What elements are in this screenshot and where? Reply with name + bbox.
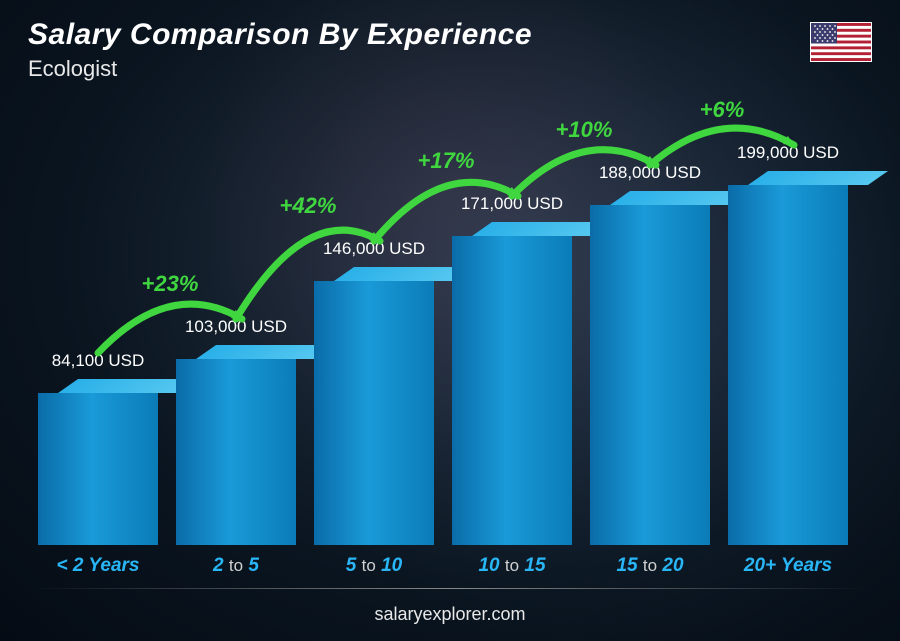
bar-slot: 199,000 USD [728, 100, 848, 545]
footer-divider [30, 588, 870, 589]
salary-bar: 199,000 USD [728, 185, 848, 545]
bar-slot: 188,000 USD [590, 100, 710, 545]
footer-text: salaryexplorer.com [0, 604, 900, 625]
us-flag-icon [810, 22, 872, 62]
bar-value-label: 171,000 USD [461, 194, 563, 214]
x-axis-label: 2 to 5 [176, 555, 296, 577]
x-axis-label: < 2 Years [38, 555, 158, 577]
salary-bar: 103,000 USD [176, 359, 296, 545]
bar-value-label: 84,100 USD [52, 351, 145, 371]
bar-value-label: 188,000 USD [599, 163, 701, 183]
x-axis-label: 15 to 20 [590, 555, 710, 577]
bar-slot: 146,000 USD [314, 100, 434, 545]
chart-subtitle: Ecologist [28, 56, 532, 82]
x-axis-label: 20+ Years [728, 555, 848, 577]
bar-slot: 84,100 USD [38, 100, 158, 545]
salary-bar: 146,000 USD [314, 281, 434, 545]
chart-header: Salary Comparison By Experience Ecologis… [28, 18, 532, 82]
salary-bar: 171,000 USD [452, 236, 572, 545]
salary-bar-chart: 84,100 USD103,000 USD146,000 USD171,000 … [30, 100, 856, 573]
salary-bar: 84,100 USD [38, 393, 158, 545]
chart-title: Salary Comparison By Experience [28, 18, 532, 52]
x-axis-label: 5 to 10 [314, 555, 434, 577]
x-axis-label: 10 to 15 [452, 555, 572, 577]
bar-value-label: 103,000 USD [185, 317, 287, 337]
bar-value-label: 146,000 USD [323, 239, 425, 259]
bar-value-label: 199,000 USD [737, 143, 839, 163]
salary-bar: 188,000 USD [590, 205, 710, 545]
bar-slot: 103,000 USD [176, 100, 296, 545]
bar-slot: 171,000 USD [452, 100, 572, 545]
